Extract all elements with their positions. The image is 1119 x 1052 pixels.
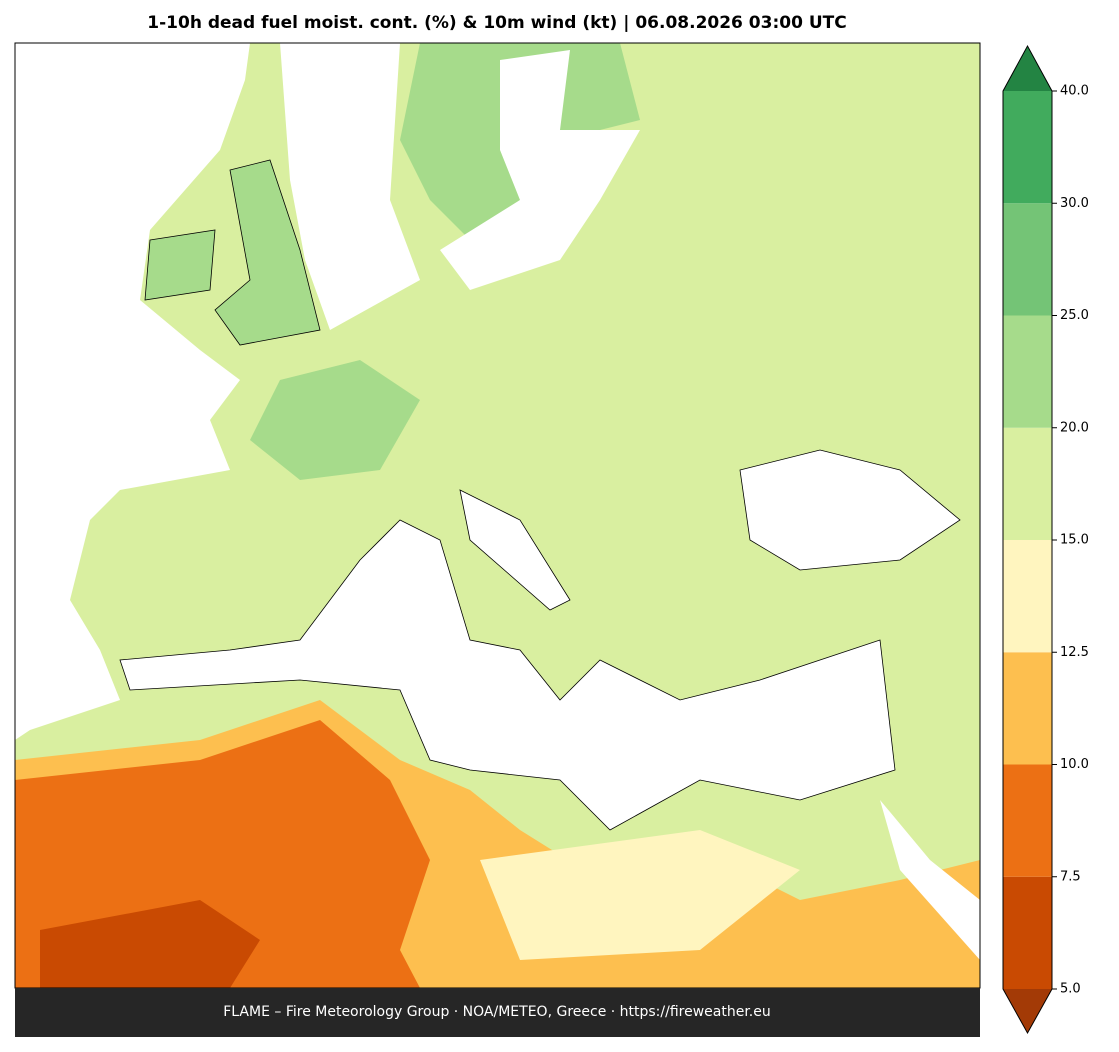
colorbar-under — [1003, 989, 1052, 1033]
land-wet — [250, 360, 420, 480]
colorbar-bin — [1003, 427, 1052, 540]
footer: FLAME – Fire Meteorology Group · NOA/MET… — [223, 1004, 771, 1020]
sea-mediterranean — [119, 519, 896, 831]
colorbar-tick-label: 25.0 — [1060, 308, 1089, 323]
colorbar-tick-label: 20.0 — [1060, 420, 1089, 435]
colorbar-tick-label: 5.0 — [1060, 982, 1081, 997]
sea-north — [280, 43, 420, 330]
colorbar-bin — [1003, 203, 1052, 316]
colorbar-bin — [1003, 315, 1052, 428]
colorbar-bin — [1003, 652, 1052, 765]
land-ireland — [144, 229, 216, 301]
colorbar-tick-label: 15.0 — [1060, 533, 1089, 548]
land-britain — [214, 159, 321, 346]
colorbar-tick-label: 30.0 — [1060, 196, 1089, 211]
land-moderate — [480, 830, 800, 960]
colorbar-tick-label: 40.0 — [1060, 84, 1089, 99]
sea-red — [880, 800, 980, 960]
colorbar-tick-label: 10.0 — [1060, 757, 1089, 772]
footer-bar — [15, 988, 980, 1037]
sea-adriatic — [459, 489, 571, 611]
colorbar: 5.0 7.5 10.0 12.5 15.0 20.0 25.0 30.0 40.0 — [1002, 44, 1089, 1035]
colorbar-bin — [1003, 876, 1052, 989]
sea-black — [739, 449, 961, 571]
title: 1-10h dead fuel moist. cont. (%) & 10m w… — [147, 13, 846, 33]
colorbar-over — [1003, 46, 1052, 91]
colorbar-tick-label: 12.5 — [1060, 645, 1089, 660]
sea-atlantic — [15, 43, 250, 740]
colorbar-bin — [1003, 764, 1052, 877]
colorbar-bin — [1003, 540, 1052, 653]
sea-baltic — [440, 50, 640, 290]
colorbar-bin — [1003, 91, 1052, 204]
land-extreme — [40, 900, 260, 988]
colorbar-tick-label: 7.5 — [1060, 869, 1081, 884]
map — [14, 42, 981, 989]
